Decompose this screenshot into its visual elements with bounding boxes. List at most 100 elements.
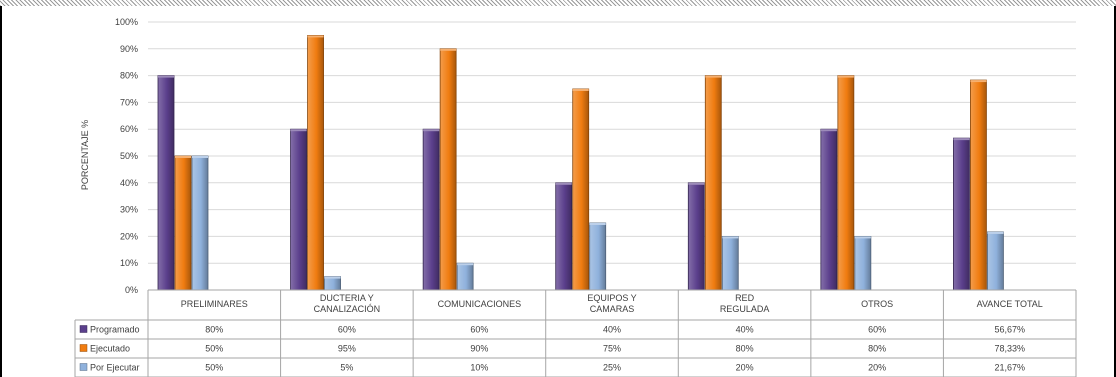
legend-key: [79, 344, 88, 352]
bar-ejecutado: [572, 88, 590, 291]
bar-body: [953, 137, 970, 291]
y-tick-label: 80%: [120, 71, 138, 81]
bar-programado: [157, 75, 175, 291]
bar-cap: [324, 276, 341, 279]
y-tick-label: 60%: [120, 124, 138, 134]
data-label: 78,33%: [994, 344, 1025, 354]
right-border: [1114, 6, 1116, 377]
bar-cap: [290, 129, 307, 132]
left-border: [0, 6, 2, 377]
bar-cap: [854, 236, 871, 239]
data-label: 21,67%: [994, 363, 1025, 373]
data-label: 10%: [470, 363, 488, 373]
legend-label: Ejecutado: [90, 344, 130, 354]
data-label: 5%: [340, 363, 353, 373]
category-label-line: CAMARAS: [590, 304, 635, 314]
bar-body: [721, 235, 739, 291]
bar-cap: [820, 129, 837, 132]
data-label: 20%: [736, 363, 754, 373]
bar-por-ejecutar: [456, 262, 474, 291]
data-label: 25%: [603, 363, 621, 373]
category-label-line: AVANCE TOTAL: [977, 299, 1043, 309]
bar-cap: [589, 223, 606, 225]
bar-cap: [722, 236, 739, 239]
y-tick-label: 50%: [120, 151, 138, 161]
bar-cap: [175, 156, 191, 158]
bar-por-ejecutar: [589, 222, 607, 291]
bar-cap: [423, 129, 440, 132]
bar-cap: [158, 75, 174, 78]
bar-body: [820, 128, 838, 291]
bar-programado: [422, 128, 440, 291]
data-label: 60%: [470, 325, 488, 335]
bar-body: [422, 128, 440, 291]
category-label-line: RED: [735, 293, 755, 303]
legend-key: [79, 325, 88, 333]
category-label-line: COMUNICACIONES: [438, 299, 522, 309]
data-label: 50%: [205, 363, 223, 373]
data-label: 75%: [603, 344, 621, 354]
bar-ejecutado: [970, 79, 987, 291]
y-tick-label: 30%: [120, 205, 138, 215]
y-tick-label: 100%: [115, 17, 138, 27]
bar-cap: [192, 156, 208, 158]
bar-body: [456, 262, 474, 291]
data-label: 50%: [205, 344, 223, 354]
bar-cap: [555, 182, 572, 185]
y-tick-label: 90%: [120, 44, 138, 54]
bar-cap: [307, 35, 324, 38]
y-tick-label: 10%: [120, 258, 138, 268]
bar-body: [572, 88, 590, 291]
bar-cap: [705, 75, 722, 78]
bar-programado: [820, 128, 838, 291]
bar-body: [191, 155, 209, 291]
bar-body: [555, 182, 573, 291]
bar-cap: [457, 263, 474, 266]
category-label-line: DUCTERIA Y: [320, 293, 374, 303]
bar-por-ejecutar: [721, 235, 739, 291]
bar-cap: [837, 75, 854, 78]
bar-body: [589, 222, 607, 291]
bar-por-ejecutar: [987, 231, 1004, 291]
data-label: 90%: [470, 344, 488, 354]
top-hatch-border: [0, 0, 1116, 6]
category-label-line: PRELIMINARES: [181, 299, 248, 309]
category-label: PRELIMINARES: [181, 299, 248, 309]
data-label: 80%: [736, 344, 754, 354]
data-label: 80%: [205, 325, 223, 335]
data-label: 60%: [868, 325, 886, 335]
bar-cap: [688, 182, 705, 185]
bar-ejecutado: [174, 155, 192, 291]
bar-body: [987, 231, 1004, 291]
category-label: EQUIPOS Y CAMARAS: [587, 293, 636, 314]
bar-programado: [290, 128, 307, 291]
data-label: 80%: [868, 344, 886, 354]
bar-body: [837, 75, 855, 291]
y-tick-label: 70%: [120, 97, 138, 107]
bar-body: [687, 182, 705, 291]
y-tick-label: 0%: [125, 285, 138, 295]
category-label-line: CANALIZACIÓN: [314, 304, 381, 314]
y-tick-label: 20%: [120, 231, 138, 241]
bar-body: [324, 276, 341, 291]
bar-cap: [987, 231, 1004, 234]
data-label: 20%: [868, 363, 886, 373]
legend-label: Programado: [90, 325, 140, 335]
category-label: RED REGULADA: [720, 293, 770, 314]
category-label: COMUNICACIONES: [438, 299, 522, 309]
bar-cap: [953, 138, 970, 141]
bar-cap: [572, 89, 589, 91]
legend-label: Por Ejecutar: [90, 363, 140, 373]
bar-body: [307, 35, 324, 291]
bar-ejecutado: [704, 75, 722, 291]
bar-ejecutado: [837, 75, 855, 291]
data-label: 95%: [338, 344, 356, 354]
y-tick-label: 40%: [120, 178, 138, 188]
bar-body: [290, 128, 307, 291]
data-label: 40%: [603, 325, 621, 335]
bar-body: [439, 48, 457, 291]
bar-ejecutado: [439, 48, 457, 291]
category-label-line: REGULADA: [720, 304, 770, 314]
